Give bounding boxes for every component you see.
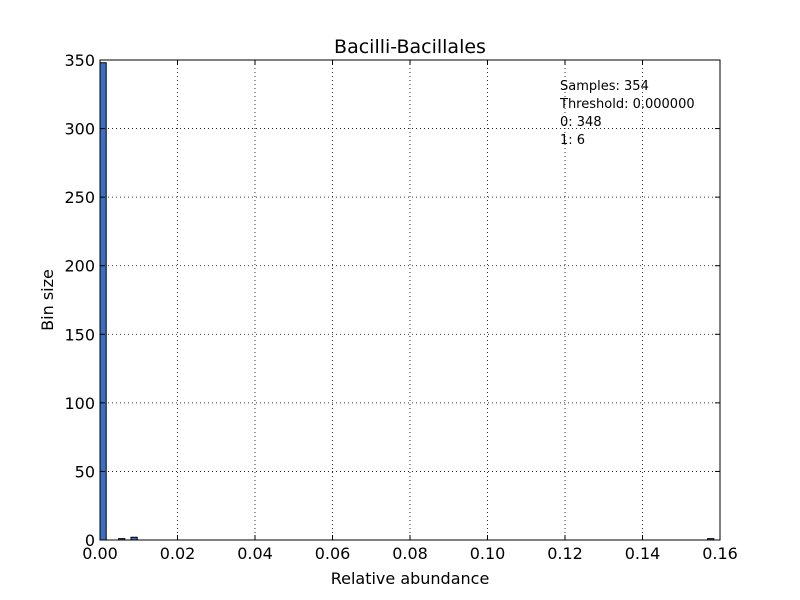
- grid: [99, 59, 721, 541]
- chart-title: Bacilli-Bacillales: [334, 36, 486, 58]
- histogram-bar: [99, 62, 107, 541]
- x-tick-label: 0.06: [315, 544, 351, 563]
- y-tick-label: 150: [64, 325, 95, 344]
- x-tick-label: 0.04: [237, 544, 273, 563]
- x-tick-labels: 0.00 0.02 0.04 0.06 0.08 0.10 0.12 0.14 0.16: [82, 544, 738, 563]
- y-tick-label: 0: [85, 531, 95, 550]
- x-tick-label: 0.12: [547, 544, 583, 563]
- y-tick-label: 250: [64, 188, 95, 207]
- y-tick-label: 100: [64, 394, 95, 413]
- annotation-threshold: Threshold: 0.000000: [559, 97, 695, 112]
- annotation-count-1: 1: 6: [560, 133, 585, 148]
- x-axis-title: Relative abundance: [331, 569, 490, 588]
- y-tick-label: 350: [64, 51, 95, 70]
- annotation-box: Samples: 354 Threshold: 0.000000 0: 348 …: [559, 79, 695, 148]
- y-tick-labels: 0 50 100 150 200 250 300 350: [64, 51, 95, 550]
- x-tick-label: 0.02: [160, 544, 196, 563]
- y-tick-label: 300: [64, 120, 95, 139]
- x-tick-label: 0.00: [82, 544, 118, 563]
- ticks: [99, 59, 721, 541]
- x-tick-label: 0.16: [702, 544, 738, 563]
- bars: [99, 62, 715, 541]
- x-tick-label: 0.10: [470, 544, 506, 563]
- y-tick-label: 50: [75, 462, 95, 481]
- x-tick-label: 0.08: [392, 544, 428, 563]
- annotation-count-0: 0: 348: [560, 115, 602, 130]
- y-tick-label: 200: [64, 257, 95, 276]
- x-tick-label: 0.14: [625, 544, 661, 563]
- y-axis-title: Bin size: [38, 269, 57, 331]
- annotation-samples: Samples: 354: [560, 79, 649, 94]
